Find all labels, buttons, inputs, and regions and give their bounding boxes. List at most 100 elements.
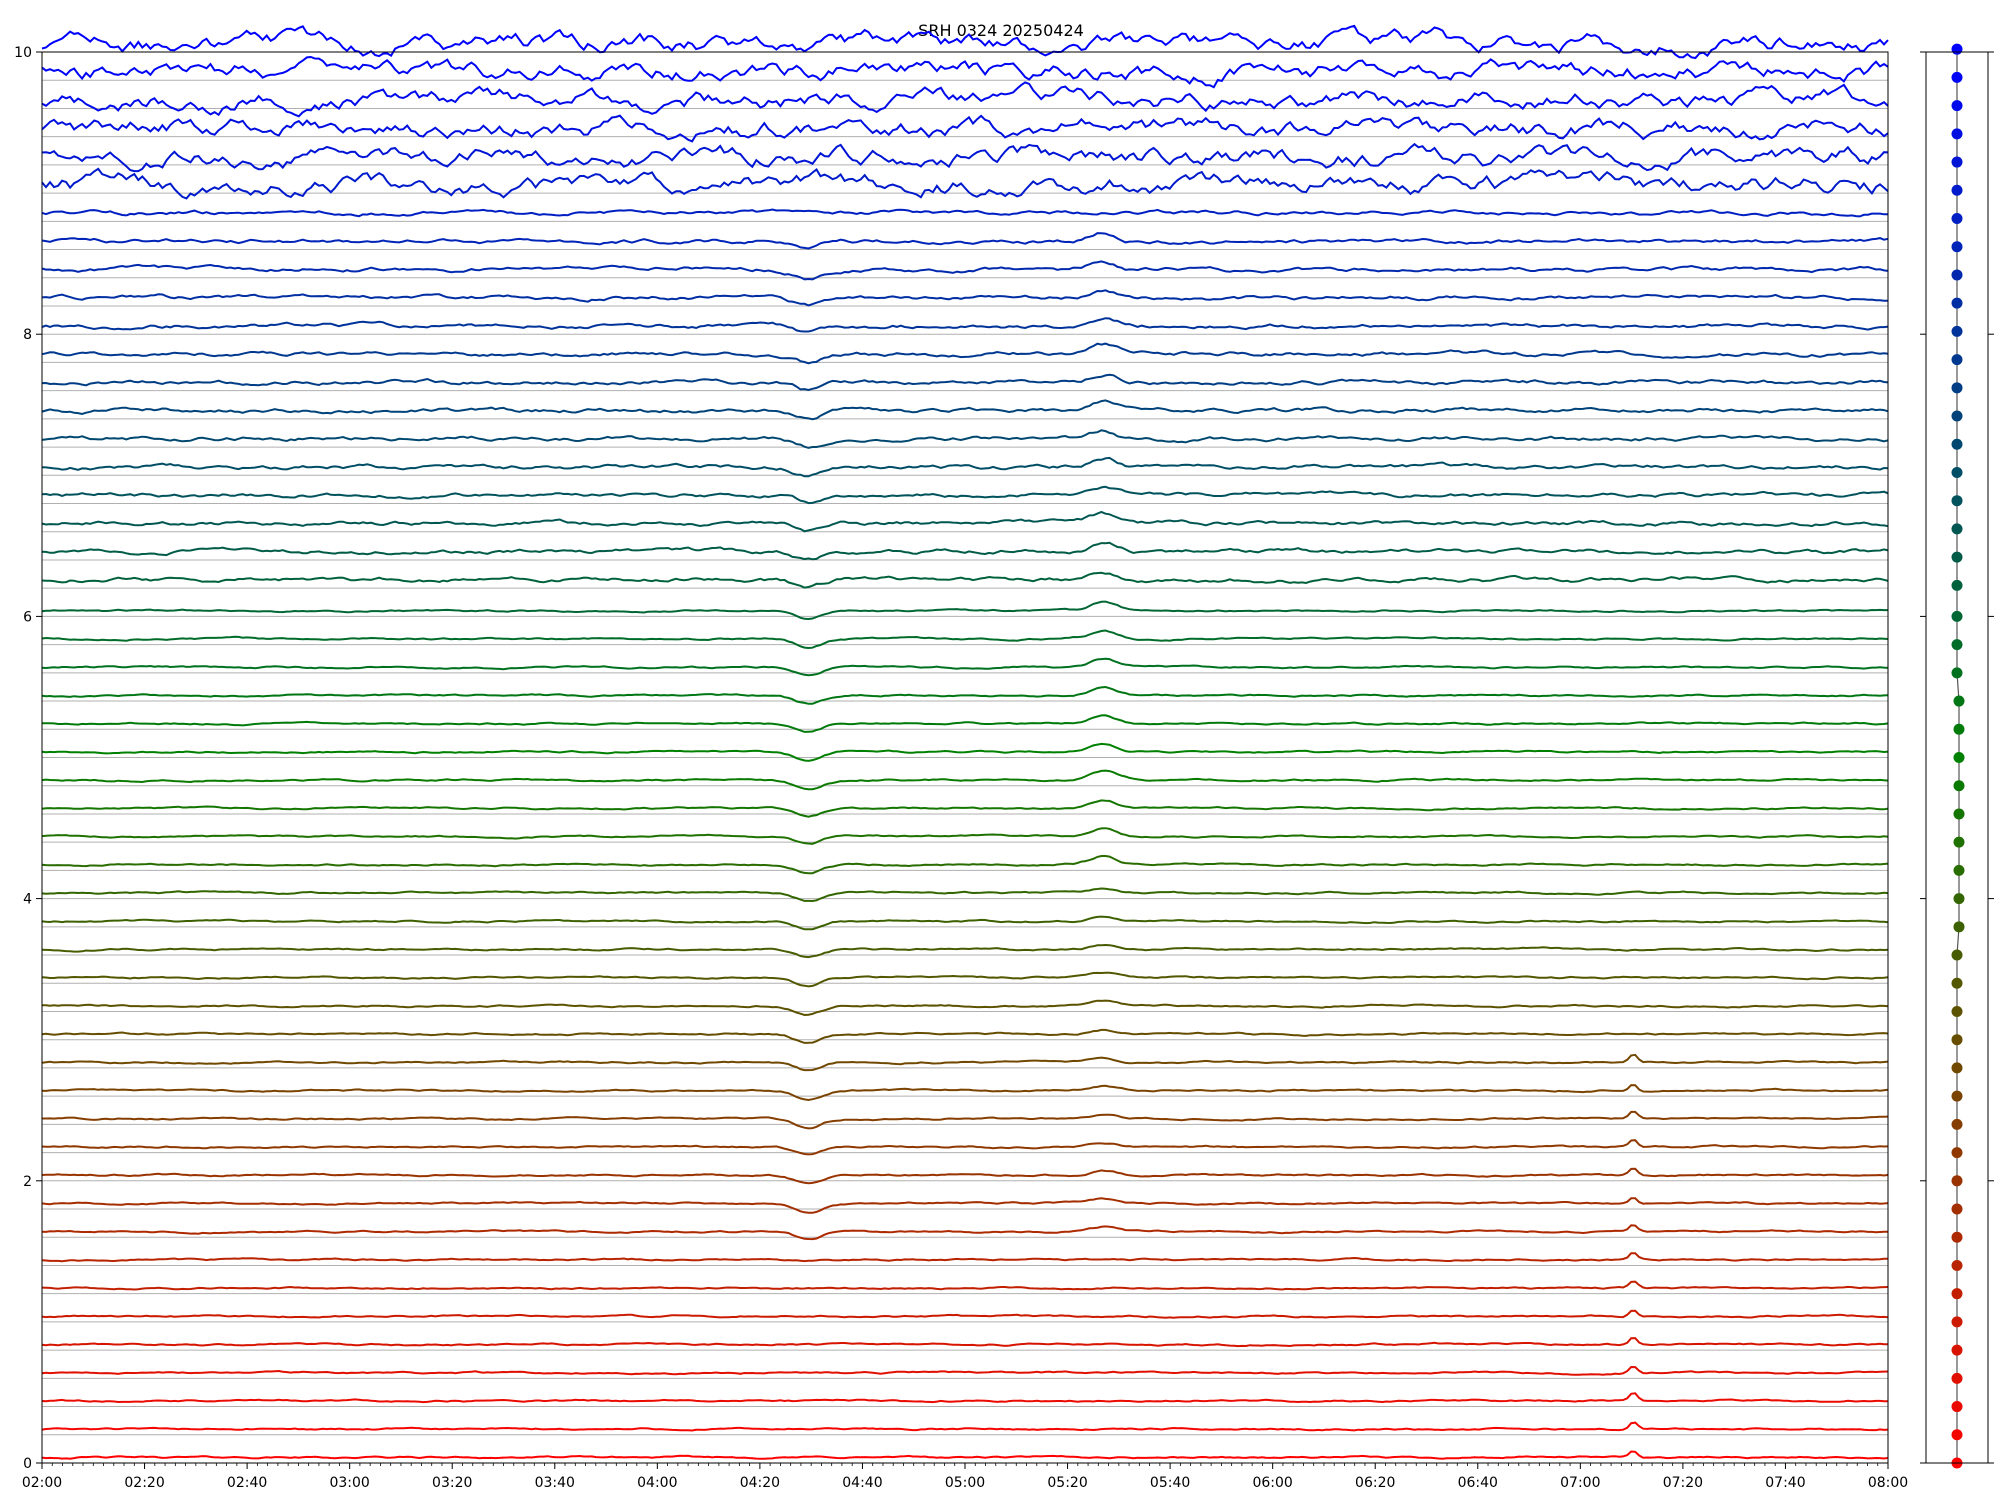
side-markers [1951,43,1965,1469]
side-marker-point [1951,1147,1963,1159]
side-marker-point [1951,43,1963,55]
x-tick-label: 06:20 [1355,1475,1395,1491]
trace-line [41,1053,1889,1072]
side-marker-point [1951,1259,1963,1271]
x-tick-label: 03:40 [535,1475,575,1491]
x-tick-label: 08:00 [1868,1475,1908,1491]
side-marker-point [1951,1401,1963,1413]
side-marker-axes [1920,43,1994,1469]
side-marker-point [1951,269,1963,281]
trace-line [41,1450,1889,1460]
x-tick-label: 04:20 [740,1475,780,1491]
trace-line [41,456,1889,478]
side-marker-point [1951,551,1963,563]
side-marker-point [1951,1005,1963,1017]
main-gridlines [42,51,1888,1464]
x-tick-label: 04:40 [842,1475,882,1491]
side-marker-point [1953,808,1965,820]
x-tick-label: 02:00 [22,1475,62,1491]
y-tick-label: 10 [14,45,32,61]
x-axis-ticks: 02:00 02:20 02:40 03:00 03:20 03:40 04:00 04:20… [22,1463,1908,1491]
trace-line [41,1197,1889,1214]
trace-line [41,1084,1889,1102]
y-tick-label: 4 [23,892,32,908]
trace-line [41,943,1889,959]
trace-line [42,1110,1889,1130]
trace-line [41,887,1889,903]
side-marker-point [1951,1090,1963,1102]
trace-line [41,1224,1889,1241]
trace-line [41,571,1889,589]
side-marker-point [1951,1034,1963,1046]
side-marker-point [1953,836,1965,848]
trace-line [42,714,1889,733]
trace-line [41,208,1889,218]
side-marker-point [1953,864,1965,876]
x-tick-label: 06:00 [1252,1475,1292,1491]
trace-line [41,799,1889,818]
trace-line [41,289,1889,307]
trace-line [41,971,1889,988]
side-marker-point [1951,495,1963,507]
side-marker-point [1951,325,1963,337]
x-tick-label: 05:40 [1150,1475,1190,1491]
side-marker-point [1953,921,1965,933]
side-marker-point [1951,1316,1963,1328]
side-marker-point [1951,382,1963,394]
x-tick-label: 03:00 [329,1475,369,1491]
side-marker-point [1951,1344,1963,1356]
x-tick-label: 03:20 [432,1475,472,1491]
side-marker-point [1951,1118,1963,1130]
side-marker-point [1951,1288,1963,1300]
x-tick-label: 07:00 [1560,1475,1600,1491]
main-traces [41,24,1889,1460]
side-marker-point [1951,1175,1963,1187]
x-tick-label: 05:20 [1047,1475,1087,1491]
side-marker-point [1951,949,1963,961]
side-marker-point [1951,241,1963,253]
y-tick-label: 8 [23,327,32,343]
side-marker-point [1951,71,1963,83]
x-tick-label: 07:20 [1663,1475,1703,1491]
trace-line [41,855,1889,875]
side-marker-point [1951,1062,1963,1074]
trace-line [41,1139,1889,1156]
side-marker-point [1951,128,1963,140]
trace-line [41,685,1889,705]
trace-line [41,142,1889,173]
trace-line [41,769,1889,791]
x-tick-label: 02:40 [227,1475,267,1491]
y-tick-label: 0 [23,1456,32,1472]
y-axis-ticks: 0 2 4 6 8 10 [14,45,42,1472]
side-marker-point [1951,184,1963,196]
side-marker-point [1951,639,1963,651]
trace-line [41,232,1889,250]
trace-line [41,1392,1888,1404]
side-marker-point [1951,354,1963,366]
trace-line [41,373,1889,392]
trace-line [41,657,1889,677]
trace-line [41,1337,1889,1348]
side-y-ticks [1920,51,1994,1464]
trace-line [41,541,1889,561]
y-tick-label: 6 [23,609,32,625]
x-tick-label: 07:40 [1765,1475,1805,1491]
side-marker-point [1951,1372,1963,1384]
trace-line [41,600,1888,621]
trace-line [41,1028,1889,1044]
trace-line [41,167,1889,200]
trace-line [41,510,1889,533]
side-marker-point [1951,410,1963,422]
trace-line [41,55,1889,89]
side-marker-point [1951,1203,1963,1215]
side-marker-point [1951,1231,1963,1243]
trace-line [41,114,1889,143]
trace-line [41,342,1889,365]
side-axes-frame [1925,51,1989,1464]
side-marker-point [1951,466,1963,478]
trace-line [41,1365,1889,1376]
main-axes: 02:00 02:20 02:40 03:00 03:20 03:40 04:00 04:20… [14,24,1908,1491]
trace-line [41,742,1889,762]
trace-line [41,1421,1889,1432]
